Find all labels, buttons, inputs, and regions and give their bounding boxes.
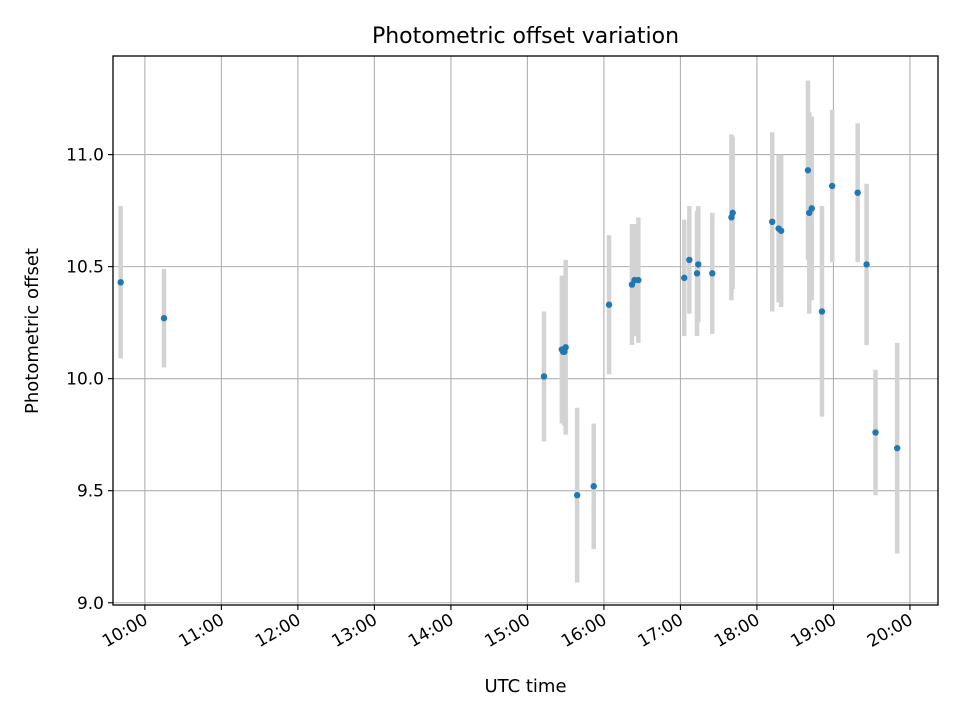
- data-point: [693, 270, 701, 277]
- data-point: [635, 276, 642, 284]
- grid: [113, 56, 938, 605]
- y-axis-ticks: 9.0 9.5 10.0 10.5 11.0: [66, 146, 113, 614]
- data-point: [709, 270, 716, 277]
- data-point: [729, 209, 736, 217]
- y-tick-label: 9.0: [77, 594, 104, 614]
- x-axis-label: UTC time: [484, 676, 566, 697]
- data-point: [854, 189, 861, 196]
- data-point: [804, 167, 812, 174]
- data-point: [686, 256, 693, 264]
- data-point: [893, 444, 901, 452]
- data-point: [818, 308, 826, 315]
- data-point: [681, 274, 688, 282]
- data-point: [777, 227, 785, 234]
- data-point: [695, 261, 702, 268]
- data-points: [117, 167, 901, 499]
- data-point: [769, 218, 776, 226]
- data-point: [828, 182, 836, 190]
- y-tick-label: 11.0: [66, 146, 104, 166]
- chart-title: Photometric offset variation: [372, 24, 679, 49]
- data-point: [590, 483, 597, 490]
- y-axis-label: Photometric offset: [22, 248, 43, 414]
- y-tick-label: 9.5: [77, 482, 104, 502]
- data-point: [605, 301, 613, 308]
- data-point: [863, 261, 870, 268]
- plot-frame: [112, 55, 939, 606]
- data-point: [117, 279, 124, 286]
- data-point: [160, 314, 168, 322]
- data-point: [562, 344, 569, 351]
- data-point: [540, 373, 548, 380]
- data-point: [872, 429, 879, 436]
- data-point: [573, 492, 581, 499]
- y-tick-label: 10.0: [66, 370, 104, 390]
- data-point: [808, 205, 815, 212]
- y-tick-label: 10.5: [66, 258, 104, 278]
